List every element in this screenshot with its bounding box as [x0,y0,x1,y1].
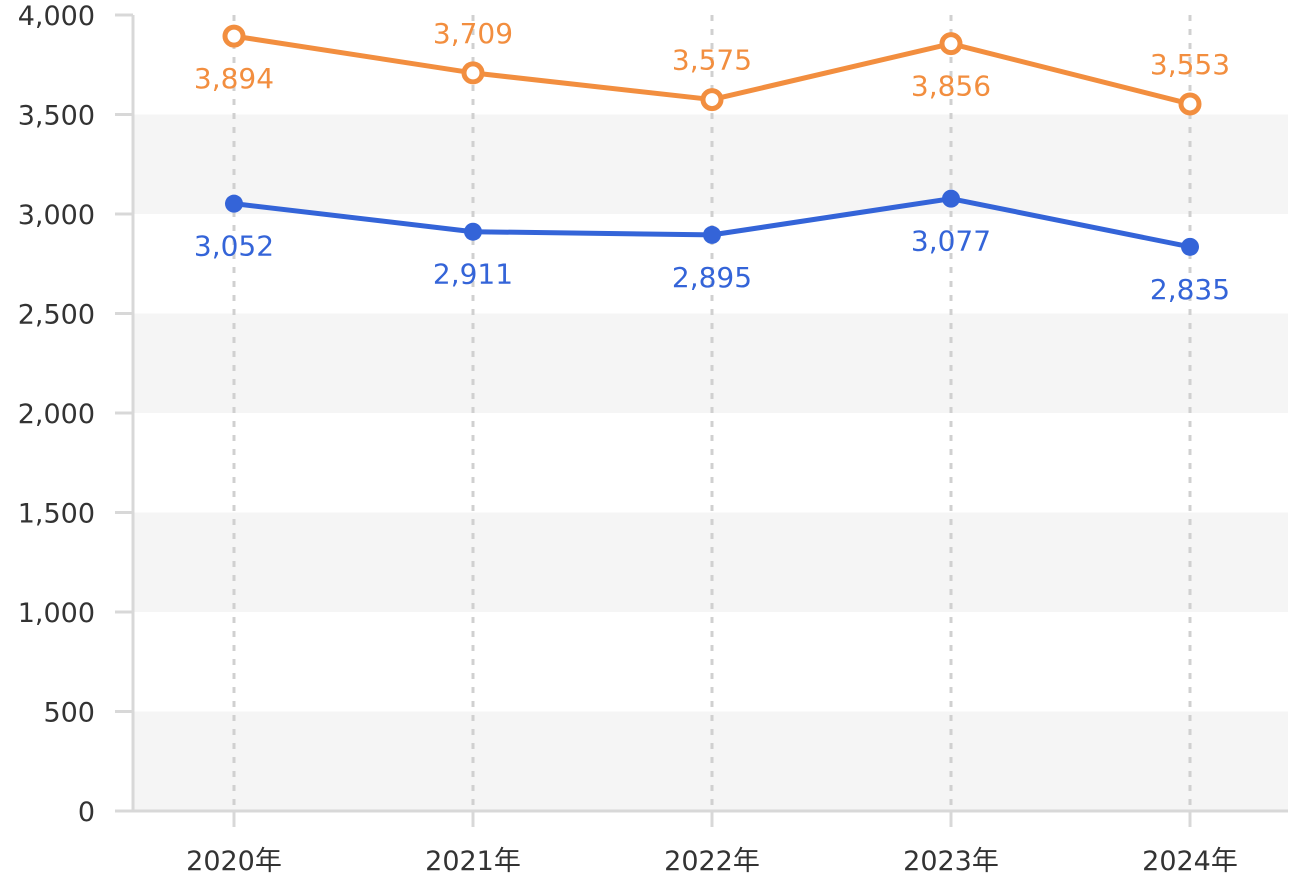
series-1-point-1 [464,223,482,241]
line-chart: 05001,0001,5002,0002,5003,0003,5004,000 … [0,0,1300,876]
series-1-data-label-1: 2,911 [433,258,513,291]
y-tick-label-2: 1,000 [18,598,95,629]
series-0-data-label-2: 3,575 [672,44,752,77]
y-tick-label-8: 4,000 [18,1,95,32]
series-1-data-label-2: 2,895 [672,261,752,294]
series-0-data-label-4: 3,553 [1150,48,1230,81]
series-0-point-3 [942,35,960,53]
series-1-point-0 [225,195,243,213]
x-tick-label-3: 2023年 [903,846,999,876]
series-1-point-2 [703,226,721,244]
x-tick-label-2: 2022年 [664,846,760,876]
series-1-data-label-3: 3,077 [911,225,991,258]
series-0-point-0 [225,27,243,45]
series-0-point-2 [703,91,721,109]
series-1-data-label-4: 2,835 [1150,273,1230,306]
x-tick-label-4: 2024年 [1142,846,1238,876]
series-1-data-label-0: 3,052 [194,230,274,263]
series-1-point-4 [1181,238,1199,256]
y-tick-label-3: 1,500 [18,499,95,530]
y-tick-label-6: 3,000 [18,200,95,231]
x-axis-ticks: 2020年 2021年 2022年 2023年 2024年 [186,811,1238,876]
y-tick-label-0: 0 [78,797,95,828]
series-1-point-3 [942,190,960,208]
y-tick-label-1: 500 [43,698,95,729]
series-0-point-4 [1181,95,1199,113]
series-0-data-label-3: 3,856 [911,70,991,103]
series-0-data-label-0: 3,894 [194,62,274,95]
series-0-data-label-1: 3,709 [433,17,513,50]
y-tick-label-7: 3,500 [18,101,95,132]
x-tick-label-0: 2020年 [186,846,282,876]
y-axis-ticks: 0 500 1,000 1,500 2,000 2,500 3,000 3,500 4,000 [18,1,133,828]
x-tick-label-1: 2021年 [425,846,521,876]
series-0-point-1 [464,64,482,82]
y-tick-label-4: 2,000 [18,399,95,430]
y-tick-label-5: 2,500 [18,300,95,331]
